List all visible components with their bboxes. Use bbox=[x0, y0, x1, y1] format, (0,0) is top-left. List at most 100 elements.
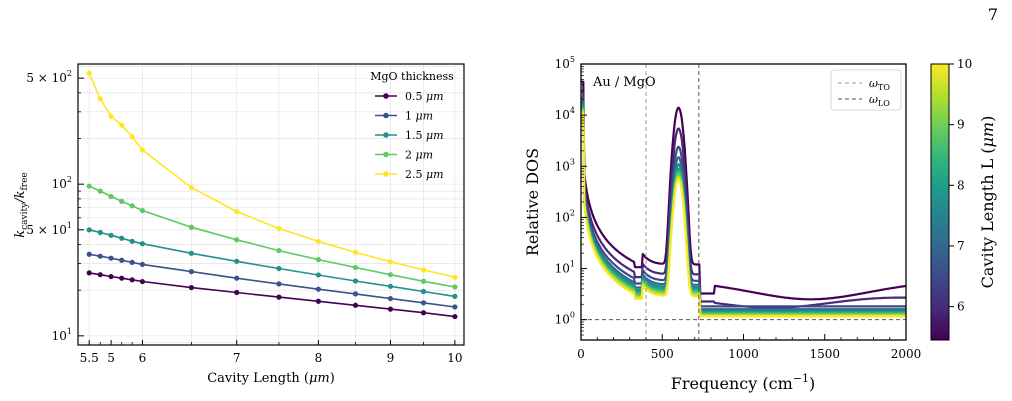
data-point bbox=[86, 183, 92, 189]
left-series-group bbox=[86, 70, 458, 320]
data-point bbox=[352, 291, 359, 297]
left-chart: 5.5 5 6 7 8 9 10 101 5 × 101 102 5 × 102 Cavity L… bbox=[13, 63, 465, 386]
data-point bbox=[234, 237, 240, 243]
x-tick-label: 9 bbox=[387, 351, 395, 365]
data-point bbox=[188, 224, 195, 230]
data-point bbox=[129, 203, 135, 209]
series-line-4 bbox=[88, 72, 456, 279]
data-point bbox=[234, 208, 240, 215]
data-point bbox=[234, 289, 240, 296]
colorbar-tick-label: 9 bbox=[957, 118, 965, 132]
data-point bbox=[452, 284, 458, 290]
data-point bbox=[315, 298, 322, 304]
data-point bbox=[119, 257, 125, 263]
data-point bbox=[452, 293, 458, 299]
legend-marker bbox=[383, 132, 389, 138]
right-chart: 0 500 1000 1500 2000 100 101 102 103 104 105 Au /… bbox=[523, 55, 997, 393]
data-point bbox=[129, 277, 135, 283]
legend-marker bbox=[383, 151, 389, 158]
data-point bbox=[276, 247, 282, 254]
legend-label: ωLO bbox=[869, 93, 890, 108]
data-point bbox=[129, 259, 135, 265]
series-line-0 bbox=[89, 272, 455, 318]
x-tick-label: 7 bbox=[233, 351, 241, 365]
x-tick-label: 1500 bbox=[809, 347, 840, 361]
data-point bbox=[108, 255, 114, 261]
data-point bbox=[139, 261, 146, 267]
y-tick-label: 105 bbox=[555, 55, 575, 71]
y-tick-label: 100 bbox=[555, 311, 575, 327]
x-tick-label: 2000 bbox=[891, 347, 922, 361]
legend-marker bbox=[383, 93, 389, 99]
data-point bbox=[86, 251, 92, 257]
left-x-ticks: 5.5 5 6 7 8 9 10 bbox=[80, 340, 463, 365]
left-legend: MgO thickness 0.5 μm 1 μm 1.5 μm 2 μm 2.5 μm bbox=[370, 70, 454, 181]
legend-marker bbox=[383, 171, 389, 177]
data-point bbox=[97, 96, 103, 102]
data-point bbox=[387, 259, 394, 265]
dos-curve-0 bbox=[581, 80, 906, 301]
data-point bbox=[86, 270, 92, 276]
x-tick-label: 1000 bbox=[728, 347, 759, 361]
dos-curve-3 bbox=[581, 101, 906, 311]
data-point bbox=[119, 122, 125, 128]
y-tick-label: 104 bbox=[555, 106, 575, 122]
x-tick-label: 10 bbox=[447, 351, 462, 365]
colorbar-label: Cavity Length L (μm) bbox=[978, 116, 997, 289]
data-point bbox=[139, 207, 146, 214]
legend-label: 1 μm bbox=[405, 110, 433, 123]
legend-label: 2.5 μm bbox=[405, 168, 444, 181]
right-annotation: Au / MgO bbox=[592, 75, 656, 90]
left-x-axis-label: Cavity Length (μm) bbox=[207, 371, 335, 386]
data-point bbox=[234, 258, 240, 264]
data-point bbox=[420, 278, 427, 284]
colorbar: 6 7 8 9 10 Cavity Length L (μm) bbox=[930, 57, 997, 341]
data-point bbox=[139, 241, 146, 247]
data-point bbox=[352, 264, 359, 271]
series-line-3 bbox=[88, 185, 456, 288]
legend-label: ωTO bbox=[869, 77, 890, 92]
data-point bbox=[452, 313, 458, 320]
x-tick-label: 6 bbox=[139, 351, 147, 365]
data-point bbox=[108, 193, 114, 200]
colorbar-tick-label: 6 bbox=[957, 300, 965, 314]
colorbar-tick-label: 8 bbox=[957, 178, 965, 192]
data-point bbox=[420, 310, 427, 316]
data-point bbox=[420, 300, 427, 306]
data-point bbox=[119, 198, 125, 204]
data-point bbox=[139, 147, 146, 153]
data-point bbox=[119, 275, 125, 281]
data-point bbox=[452, 274, 458, 280]
data-point bbox=[387, 306, 394, 312]
data-point bbox=[97, 229, 103, 236]
right-y-axis-label: Relative DOS bbox=[523, 148, 542, 256]
legend-label: 2 μm bbox=[405, 149, 433, 162]
data-point bbox=[420, 288, 427, 295]
data-point bbox=[387, 283, 394, 289]
data-point bbox=[188, 269, 195, 275]
data-point bbox=[108, 273, 114, 280]
data-point bbox=[315, 272, 322, 278]
data-point bbox=[97, 188, 103, 194]
x-tick-label: 0 bbox=[577, 347, 585, 361]
colorbar-tick-label: 10 bbox=[957, 57, 972, 71]
data-point bbox=[129, 134, 135, 140]
data-point bbox=[387, 295, 394, 302]
data-point bbox=[276, 225, 282, 232]
left-y-axis-label: kcavity/kfree bbox=[13, 172, 30, 238]
legend-label: 0.5 μm bbox=[405, 90, 444, 103]
data-point bbox=[315, 238, 322, 244]
data-point bbox=[420, 267, 427, 273]
x-tick-label: 5 bbox=[107, 351, 115, 365]
dos-curve-2 bbox=[581, 96, 906, 308]
data-point bbox=[276, 265, 282, 272]
data-point bbox=[86, 227, 92, 233]
right-x-axis-label: Frequency (cm−1) bbox=[671, 372, 815, 393]
data-point bbox=[315, 257, 322, 263]
x-tick-label: 500 bbox=[651, 347, 674, 361]
right-y-ticks: 100 101 102 103 104 105 bbox=[555, 55, 587, 336]
left-grid bbox=[78, 64, 464, 345]
y-tick-label: 101 bbox=[555, 260, 575, 276]
right-x-ticks: 0 500 1000 1500 2000 bbox=[577, 334, 921, 361]
